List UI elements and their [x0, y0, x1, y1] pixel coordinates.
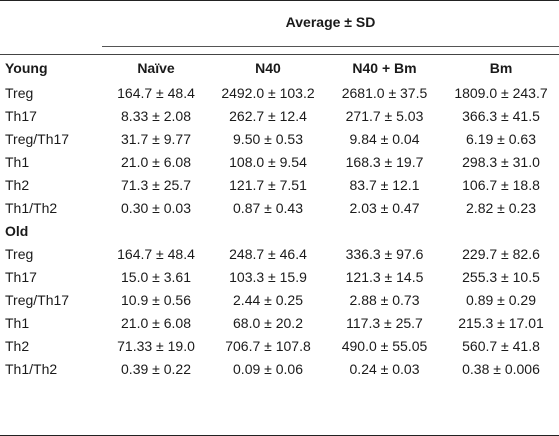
table-cell: 490.0 ± 55.05 [341, 337, 428, 354]
table-cell: 2681.0 ± 37.5 [341, 84, 428, 101]
table-cell: 31.7 ± 9.77 [121, 130, 191, 147]
row-label: Th17 [5, 107, 37, 124]
table-cell: 2.88 ± 0.73 [349, 291, 420, 308]
table-cell: 15.0 ± 3.61 [121, 268, 191, 285]
section-row-old: Old [0, 219, 559, 242]
table-cell: 8.33 ± 2.08 [121, 107, 191, 124]
table-row: Th17 8.33 ± 2.08 262.7 ± 12.4 271.7 ± 5.03 3… [0, 104, 559, 127]
row-label: Treg [5, 245, 34, 262]
table-row: Th17 15.0 ± 3.61 103.3 ± 15.9 121.3 ± 14.5 2… [0, 265, 559, 288]
table-cell: 2.03 ± 0.47 [349, 199, 420, 216]
table-cell: 121.7 ± 7.51 [229, 176, 307, 193]
super-header-rule [102, 46, 559, 47]
row-label: Th1/Th2 [5, 199, 58, 216]
table-row: Treg 164.7 ± 48.4 2492.0 ± 103.2 2681.0 ± 3… [0, 81, 559, 104]
table-cell: 336.3 ± 97.6 [345, 245, 424, 262]
table-cell: 71.3 ± 25.7 [121, 176, 191, 193]
table-row: Treg/Th17 10.9 ± 0.56 2.44 ± 0.25 2.88 ± 0.… [0, 288, 559, 311]
table-cell: 706.7 ± 107.8 [225, 337, 311, 354]
row-label: Th1/Th2 [5, 360, 58, 377]
column-header: Bm [489, 60, 513, 76]
row-label: Th1 [5, 153, 30, 170]
column-header: N40 [255, 60, 281, 76]
table-cell: 0.24 ± 0.03 [349, 360, 420, 377]
table-row: Th2 71.3 ± 25.7 121.7 ± 7.51 83.7 ± 12.1 106… [0, 173, 559, 196]
table-cell: 229.7 ± 82.6 [462, 245, 540, 262]
table-cell: 0.39 ± 0.22 [121, 360, 191, 377]
table-cell: 560.7 ± 41.8 [462, 337, 540, 354]
table-cell: 255.3 ± 10.5 [462, 268, 540, 285]
section-label: Old [5, 222, 29, 239]
table-cell: 168.3 ± 19.7 [345, 153, 424, 170]
row-label: Treg/Th17 [5, 291, 70, 308]
table-cell: 0.87 ± 0.43 [233, 199, 303, 216]
table-cell: 121.3 ± 14.5 [345, 268, 424, 285]
column-header: Young [5, 60, 48, 76]
table-cell: 2.82 ± 0.23 [466, 199, 536, 216]
table-cell: 117.3 ± 25.7 [346, 314, 423, 331]
table-cell: 0.89 ± 0.29 [466, 291, 536, 308]
table-cell: 108.0 ± 9.54 [229, 153, 307, 170]
header-rule [0, 54, 559, 55]
table-cell: 21.0 ± 6.08 [121, 153, 191, 170]
table-cell: 2.44 ± 0.25 [233, 291, 303, 308]
table-cell: 103.3 ± 15.9 [229, 268, 307, 285]
row-label: Th1 [5, 314, 30, 331]
column-header-row: Young Naïve N40 N40 + Bm Bm [0, 55, 559, 81]
table-cell: 0.30 ± 0.03 [121, 199, 191, 216]
results-table: Young Naïve N40 N40 + Bm Bm Treg 164.7 ± … [0, 55, 559, 380]
old-section: Treg 164.7 ± 48.4 248.7 ± 46.4 336.3 ± 97.6… [0, 242, 559, 380]
young-section: Treg 164.7 ± 48.4 2492.0 ± 103.2 2681.0 ± 3… [0, 81, 559, 219]
table-row: Th1/Th2 0.39 ± 0.22 0.09 ± 0.06 0.24 ± 0.03… [0, 357, 559, 380]
table-cell: 6.19 ± 0.63 [466, 130, 536, 147]
table-cell: 271.7 ± 5.03 [345, 107, 424, 124]
table-row: Th2 71.33 ± 19.0 706.7 ± 107.8 490.0 ± 55.0… [0, 334, 559, 357]
column-header: Naïve [137, 60, 175, 76]
table-cell: 215.3 ± 17.01 [458, 314, 544, 331]
table-cell: 262.7 ± 12.4 [229, 107, 307, 124]
table-cell: 9.50 ± 0.53 [233, 130, 303, 147]
table-cell: 248.7 ± 46.4 [229, 245, 307, 262]
top-rule [0, 0, 559, 1]
row-label: Treg/Th17 [5, 130, 70, 147]
table-cell: 68.0 ± 20.2 [233, 314, 303, 331]
table-row: Treg/Th17 31.7 ± 9.77 9.50 ± 0.53 9.84 ± 0.… [0, 127, 559, 150]
table-cell: 10.9 ± 0.56 [121, 291, 191, 308]
row-label: Th2 [5, 176, 30, 193]
table-row: Th1 21.0 ± 6.08 108.0 ± 9.54 168.3 ± 19.7 29… [0, 150, 559, 173]
table-row: Treg 164.7 ± 48.4 248.7 ± 46.4 336.3 ± 97.6… [0, 242, 559, 265]
table-row: Th1/Th2 0.30 ± 0.03 0.87 ± 0.43 2.03 ± 0.47… [0, 196, 559, 219]
table-cell: 0.38 ± 0.006 [462, 360, 540, 377]
table-cell: 164.7 ± 48.4 [117, 84, 195, 101]
table-cell: 106.7 ± 18.8 [462, 176, 540, 193]
table-cell: 2492.0 ± 103.2 [221, 84, 315, 101]
row-label: Th17 [5, 268, 37, 285]
table-cell: 83.7 ± 12.1 [349, 176, 420, 193]
old-section-header: Old [0, 219, 559, 242]
table-cell: 298.3 ± 31.0 [462, 153, 540, 170]
column-header: N40 + Bm [352, 60, 417, 76]
table-cell: 164.7 ± 48.4 [117, 245, 195, 262]
row-label: Treg [5, 84, 34, 101]
table-cell: 71.33 ± 19.0 [117, 337, 195, 354]
table-row: Th1 21.0 ± 6.08 68.0 ± 20.2 117.3 ± 25.7 215… [0, 311, 559, 334]
table-cell: 9.84 ± 0.04 [349, 130, 420, 147]
table-cell: 1809.0 ± 243.7 [454, 84, 548, 101]
super-header: Average ± SD [285, 14, 376, 30]
table-cell: 366.3 ± 41.5 [462, 107, 540, 124]
row-label: Th2 [5, 337, 30, 354]
table-cell: 21.0 ± 6.08 [121, 314, 191, 331]
table-cell: 0.09 ± 0.06 [233, 360, 303, 377]
